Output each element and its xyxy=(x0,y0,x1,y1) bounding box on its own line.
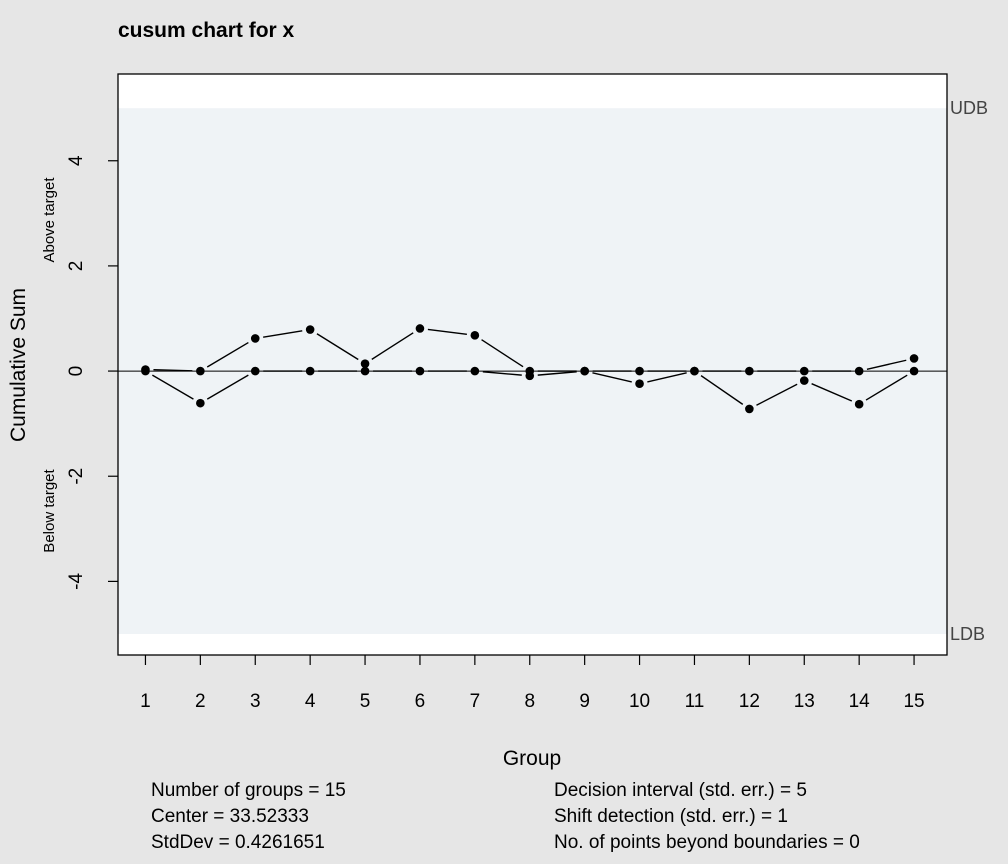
series-lower-point xyxy=(470,366,480,376)
series-upper-point xyxy=(250,334,260,343)
x-tick-label: 3 xyxy=(250,691,261,712)
series-upper-point xyxy=(196,366,205,376)
series-points xyxy=(141,324,919,414)
stat-shift-detection: Shift detection (std. err.) = 1 xyxy=(554,806,788,827)
udb-label: UDB xyxy=(950,98,988,118)
x-axis: 1 2 3 4 5 6 7 8 9 10 11 12 13 14 15 xyxy=(140,655,925,712)
series-lower-point xyxy=(250,366,260,376)
series-lower-point xyxy=(580,366,589,376)
series-lower-segment xyxy=(592,372,632,383)
series-lower-point xyxy=(360,366,370,376)
series-lower-segment xyxy=(537,371,577,376)
x-tick-label: 11 xyxy=(685,691,705,712)
series-lower-segment xyxy=(700,375,744,405)
series-lower-point xyxy=(745,404,754,414)
x-tick-label: 10 xyxy=(629,691,650,712)
series-lower-point xyxy=(305,366,315,376)
x-tick-label: 12 xyxy=(739,691,760,712)
x-tick-label: 13 xyxy=(794,691,815,712)
series-lines xyxy=(152,328,908,406)
series-lower-point xyxy=(799,376,809,385)
series-lower-point xyxy=(854,399,864,409)
y-axis-label-above: Above target xyxy=(41,177,58,263)
x-tick-label: 4 xyxy=(305,691,316,712)
series-lower-point xyxy=(415,366,425,376)
y-tick-label: 4 xyxy=(66,155,87,166)
series-lower-segment xyxy=(482,371,522,376)
y-tick-label: 2 xyxy=(66,261,87,272)
series-upper-segment xyxy=(371,332,414,360)
series-upper-point xyxy=(854,366,864,376)
series-upper-point xyxy=(909,354,919,363)
series-lower-segment xyxy=(865,374,908,401)
x-axis-label: Group xyxy=(503,747,561,770)
x-tick-label: 7 xyxy=(470,691,481,712)
x-tick-label: 9 xyxy=(579,691,590,712)
stat-center: Center = 33.52333 xyxy=(151,806,309,827)
series-lower-point xyxy=(909,366,919,376)
series-lower-segment xyxy=(152,374,194,400)
series-upper-point xyxy=(415,324,425,333)
x-tick-label: 14 xyxy=(849,691,871,712)
series-upper-segment xyxy=(481,339,524,368)
series-upper-segment xyxy=(263,330,303,338)
y-axis-label-below: Below target xyxy=(41,468,58,552)
chart-title: cusum chart for x xyxy=(118,19,295,42)
stat-decision-interval: Decision interval (std. err.) = 5 xyxy=(554,780,807,801)
series-upper-point xyxy=(745,366,754,376)
y-axis-label: Cumulative Sum xyxy=(7,288,30,442)
series-lower-point xyxy=(196,398,205,408)
series-lower-segment xyxy=(647,372,687,383)
y-tick-label: -2 xyxy=(66,468,87,485)
x-tick-label: 1 xyxy=(140,691,151,712)
x-tick-label: 2 xyxy=(195,691,206,712)
series-upper-segment xyxy=(206,341,249,368)
ldb-label: LDB xyxy=(950,624,985,644)
series-lower-segment xyxy=(811,383,853,402)
plot-border xyxy=(117,73,948,656)
series-lower-point xyxy=(635,379,644,388)
series-lower-segment xyxy=(206,374,249,400)
stats-right: Decision interval (std. err.) = 5 Shift … xyxy=(554,780,860,853)
x-tick-label: 15 xyxy=(903,691,924,712)
stat-points-beyond: No. of points beyond boundaries = 0 xyxy=(554,832,860,853)
series-upper-segment xyxy=(316,333,359,361)
series-lower-point xyxy=(141,366,150,376)
stats-left: Number of groups = 15 Center = 33.52333 … xyxy=(151,780,346,853)
y-tick-label: 0 xyxy=(66,366,87,377)
series-lower-point xyxy=(525,371,535,381)
series-upper-segment xyxy=(153,369,193,372)
x-tick-label: 5 xyxy=(360,691,371,712)
series-upper-point xyxy=(360,359,370,369)
series-lower-segment xyxy=(756,383,798,406)
series-upper-point xyxy=(799,366,809,376)
y-tick-label: -4 xyxy=(66,573,87,590)
series-upper-segment xyxy=(427,328,468,336)
x-tick-label: 8 xyxy=(524,691,535,712)
y-axis: -4 -2 0 2 4 xyxy=(66,155,118,590)
series-upper-point xyxy=(305,325,315,334)
stat-groups: Number of groups = 15 xyxy=(151,780,346,801)
series-upper-point xyxy=(635,366,644,376)
x-tick-label: 6 xyxy=(415,691,426,712)
series-upper-segment xyxy=(866,359,907,370)
series-lower-point xyxy=(690,366,699,376)
stat-stddev: StdDev = 0.4261651 xyxy=(151,832,325,853)
series-upper-point xyxy=(470,331,480,340)
